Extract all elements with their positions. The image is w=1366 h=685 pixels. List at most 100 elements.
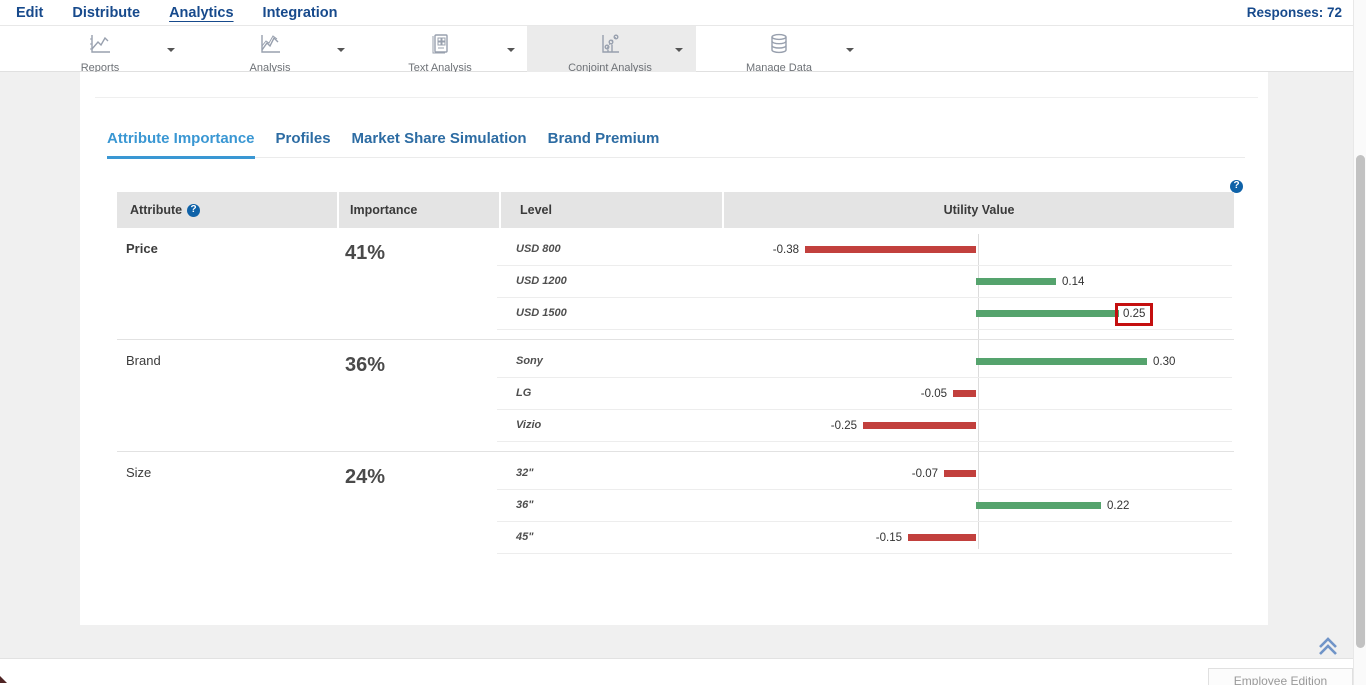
level-row-usd-800: USD 800 -0.38 <box>497 234 1232 266</box>
header-level: Level <box>501 192 722 228</box>
document-grid-icon <box>427 32 453 61</box>
table-row-price: Price 41% USD 800 -0.38 USD 1200 <box>117 228 1234 340</box>
level-label: Vizio <box>516 419 542 431</box>
card-divider <box>95 97 1258 98</box>
utility-value-label-annotated: 0.25 <box>1115 303 1154 326</box>
toolbar-item-reports[interactable]: Reports <box>60 26 140 74</box>
level-label: USD 1500 <box>516 307 567 319</box>
toolbar-item-label: Conjoint Analysis <box>568 62 652 74</box>
scroll-to-top-icon[interactable] <box>1316 636 1340 656</box>
header-importance: Importance <box>339 192 499 228</box>
attribute-name: Price <box>126 241 158 256</box>
utility-bar <box>805 246 976 253</box>
edition-badge: Employee Edition <box>1208 668 1353 685</box>
utility-bar <box>976 502 1101 509</box>
conjoint-analysis-card: Attribute Importance Profiles Market Sha… <box>80 72 1268 625</box>
utility-bar-cell: -0.07 <box>722 458 1232 490</box>
utility-bar-cell: 0.14 <box>722 266 1232 298</box>
level-row-vizio: Vizio -0.25 <box>497 410 1232 442</box>
level-label: 45" <box>516 531 534 543</box>
utility-bar-cell: 0.30 <box>722 346 1232 378</box>
utility-value-label: -0.07 <box>911 468 938 480</box>
utility-bar <box>863 422 976 429</box>
dot-plot-chart-icon <box>597 32 623 61</box>
multi-line-chart-icon <box>257 32 283 61</box>
toolbar-item-analysis[interactable]: Analysis <box>230 26 310 74</box>
utility-bar <box>976 278 1056 285</box>
responses-count[interactable]: Responses: 72 <box>1246 5 1342 20</box>
conjoint-analysis-dropdown-caret-icon[interactable] <box>672 45 686 55</box>
scrollbar-thumb[interactable] <box>1356 155 1365 648</box>
utility-bar-cell: -0.15 <box>722 522 1232 554</box>
reports-dropdown-caret-icon[interactable] <box>164 45 178 55</box>
toolbar-item-manage-data[interactable]: Manage Data <box>729 26 829 74</box>
tab-profiles[interactable]: Profiles <box>275 130 331 147</box>
level-row-45in: 45" -0.15 <box>497 522 1232 554</box>
conjoint-tabs: Attribute Importance Profiles Market Sha… <box>107 130 1245 159</box>
utility-value-label: -0.15 <box>875 532 902 544</box>
utility-bar <box>976 310 1119 317</box>
utility-value-label: -0.05 <box>920 388 947 400</box>
analysis-dropdown-caret-icon[interactable] <box>334 45 348 55</box>
utility-bar <box>953 390 976 397</box>
level-label: USD 800 <box>516 243 561 255</box>
utility-bar-cell: -0.38 <box>722 234 1232 266</box>
text-analysis-dropdown-caret-icon[interactable] <box>504 45 518 55</box>
attribute-name: Brand <box>126 353 161 368</box>
utility-bar <box>908 534 976 541</box>
tab-market-share-simulation[interactable]: Market Share Simulation <box>351 130 527 147</box>
help-icon[interactable]: ? <box>1230 179 1243 193</box>
level-label: 32" <box>516 467 534 479</box>
database-icon <box>766 32 792 61</box>
level-row-usd-1500: USD 1500 0.25 <box>497 298 1232 330</box>
table-body: Price 41% USD 800 -0.38 USD 1200 <box>117 228 1234 564</box>
nav-item-analytics[interactable]: Analytics <box>169 4 234 21</box>
toolbar-item-label: Analysis <box>249 62 291 74</box>
header-utility-value: Utility Value <box>724 192 1234 228</box>
utility-value-label: -0.38 <box>772 244 799 256</box>
utility-value-label: -0.25 <box>830 420 857 432</box>
nav-item-integration[interactable]: Integration <box>262 4 338 21</box>
level-list: Sony 0.30 LG -0.05 Viz <box>497 340 1232 451</box>
footer-bar <box>0 658 1353 685</box>
utility-value-label: 0.22 <box>1107 500 1130 512</box>
header-attribute: Attribute ? <box>117 192 337 228</box>
scrollbar-track[interactable] <box>1353 0 1366 685</box>
zero-axis-line <box>978 234 979 549</box>
tab-attribute-importance[interactable]: Attribute Importance <box>107 130 255 159</box>
line-chart-icon <box>87 32 113 61</box>
table-row-size: Size 24% 32" -0.07 36" 0.22 <box>117 452 1234 564</box>
level-label: 36" <box>516 499 534 511</box>
level-label: LG <box>516 387 532 399</box>
utility-value-label: 0.30 <box>1153 356 1176 368</box>
toolbar-item-text-analysis[interactable]: Text Analysis <box>390 26 490 74</box>
level-list: 32" -0.07 36" 0.22 45" <box>497 452 1232 564</box>
level-row-36in: 36" 0.22 <box>497 490 1232 522</box>
utility-bar-cell: -0.05 <box>722 378 1232 410</box>
manage-data-dropdown-caret-icon[interactable] <box>843 45 857 55</box>
nav-item-edit[interactable]: Edit <box>16 4 44 21</box>
tab-brand-premium[interactable]: Brand Premium <box>547 130 660 147</box>
importance-value: 36% <box>345 354 386 376</box>
cursor-artifact <box>0 676 7 683</box>
importance-value: 41% <box>345 242 386 264</box>
toolbar-item-label: Reports <box>80 62 120 74</box>
importance-value: 24% <box>345 466 386 488</box>
level-row-32in: 32" -0.07 <box>497 458 1232 490</box>
nav-item-distribute[interactable]: Distribute <box>72 4 141 21</box>
analytics-toolbar: Reports Analysis Text Analysis <box>0 26 1353 74</box>
toolbar-item-label: Manage Data <box>745 62 813 74</box>
nav-menu: Edit Distribute Analytics Integration <box>16 5 337 21</box>
level-label: USD 1200 <box>516 275 567 287</box>
utility-bar <box>976 358 1147 365</box>
attribute-help-icon[interactable]: ? <box>187 203 201 217</box>
level-row-lg: LG -0.05 <box>497 378 1232 410</box>
level-list: USD 800 -0.38 USD 1200 0.14 <box>497 228 1232 339</box>
top-navigation: Edit Distribute Analytics Integration Re… <box>0 0 1366 26</box>
attribute-name: Size <box>126 465 152 480</box>
toolbar-item-label: Text Analysis <box>408 62 472 74</box>
level-label: Sony <box>516 355 543 367</box>
table-header: Attribute ? Importance Level Utility Val… <box>117 192 1234 228</box>
toolbar-item-conjoint-analysis[interactable]: Conjoint Analysis <box>545 26 675 74</box>
utility-bar-cell: -0.25 <box>722 410 1232 442</box>
